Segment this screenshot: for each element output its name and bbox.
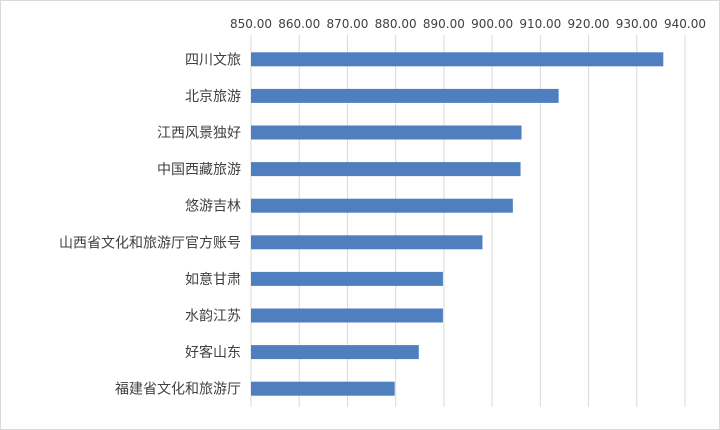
x-axis-tick-labels: 850.00 860.00 870.00 880.00 890.00 900.00 910.…: [230, 17, 706, 31]
x-tick-label: 880.00: [375, 17, 417, 31]
bar: [251, 125, 522, 140]
bar: [251, 88, 559, 103]
x-tick-label: 890.00: [423, 17, 465, 31]
x-tick-label: 910.00: [519, 17, 561, 31]
bar: [251, 52, 664, 67]
bar: [251, 235, 483, 250]
category-label: 水韵江苏: [185, 309, 241, 325]
category-label: 四川文旅: [185, 52, 241, 68]
bar: [251, 381, 395, 396]
bar: [251, 162, 521, 177]
bar: [251, 271, 443, 286]
bar: [251, 198, 513, 213]
x-tick-label: 930.00: [616, 17, 658, 31]
bar: [251, 345, 419, 360]
x-tick-label: 870.00: [326, 17, 368, 31]
bars: [251, 52, 664, 396]
category-label: 山西省文化和旅游厅官方账号: [59, 235, 241, 251]
category-label: 江西风景独好: [157, 126, 241, 142]
category-labels: 四川文旅北京旅游江西风景独好中国西藏旅游悠游吉林山西省文化和旅游厅官方账号如意甘…: [59, 52, 241, 397]
category-label: 北京旅游: [185, 89, 241, 105]
category-label: 悠游吉林: [185, 199, 241, 215]
category-label: 福建省文化和旅游厅: [115, 382, 241, 398]
x-tick-label: 850.00: [230, 17, 272, 31]
category-label: 如意甘肃: [185, 271, 241, 288]
x-tick-label: 940.00: [664, 17, 706, 31]
x-tick-label: 900.00: [471, 17, 513, 31]
bar: [251, 308, 443, 323]
x-tick-label: 920.00: [568, 17, 610, 31]
x-tick-label: 860.00: [278, 17, 320, 31]
category-label: 好客山东: [185, 344, 241, 361]
category-label: 中国西藏旅游: [157, 162, 241, 178]
